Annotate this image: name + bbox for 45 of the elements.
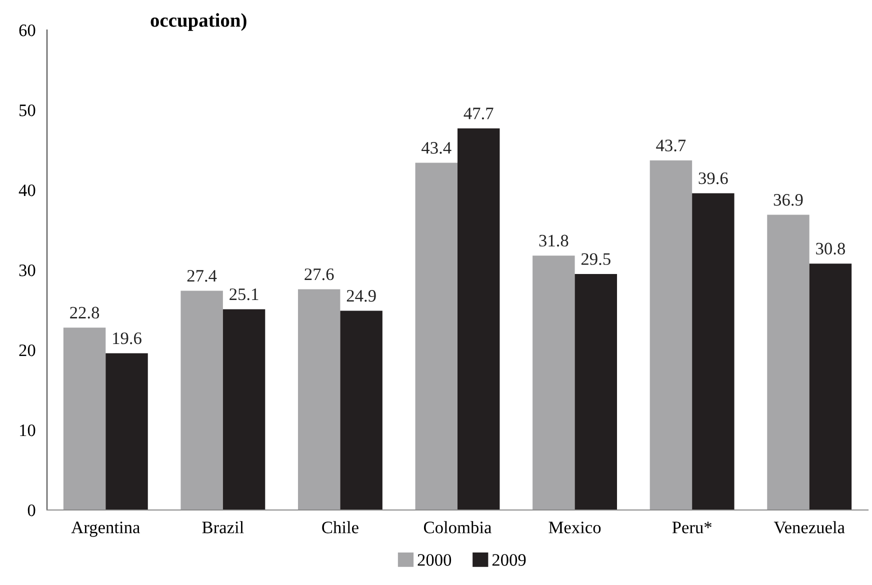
x-tick-label: Chile xyxy=(322,521,358,534)
y-tick-label: 10 xyxy=(20,424,36,436)
bar xyxy=(63,328,106,510)
data-label: 25.1 xyxy=(230,288,258,300)
bar xyxy=(458,128,500,510)
bar xyxy=(574,274,618,510)
x-tick-label: Peru* xyxy=(672,522,712,534)
bar xyxy=(809,264,852,510)
bar xyxy=(180,290,223,510)
legend-label: 2009 xyxy=(492,554,526,566)
data-label: 22.8 xyxy=(70,306,100,319)
x-tick-label: Venezuela xyxy=(774,521,845,534)
data-label: 39.6 xyxy=(698,172,728,184)
bar xyxy=(692,193,734,510)
y-tick-label: 30 xyxy=(19,264,36,276)
x-tick-label: Brazil xyxy=(202,521,244,534)
legend-label: 2000 xyxy=(418,554,452,566)
x-tick-label: Argentina xyxy=(71,522,140,537)
data-label: 30.8 xyxy=(816,242,845,255)
data-label: 31.8 xyxy=(539,234,568,247)
x-tick-label: Mexico xyxy=(548,522,601,534)
data-label: 19.6 xyxy=(113,332,142,344)
data-label: 29.5 xyxy=(581,253,610,265)
chart-title: occupation) xyxy=(150,13,246,31)
bar xyxy=(532,256,575,510)
y-tick-label: 60 xyxy=(19,24,36,36)
x-tick-label: Colombia xyxy=(424,521,492,534)
bar xyxy=(298,289,340,510)
data-label: 27.4 xyxy=(187,270,217,282)
y-tick-label: 40 xyxy=(18,184,36,196)
bar xyxy=(340,310,382,510)
bar xyxy=(106,353,148,510)
y-tick-label: 20 xyxy=(19,344,36,356)
y-tick-label: 50 xyxy=(20,104,36,116)
data-label: 43.7 xyxy=(656,140,686,152)
y-tick-label: 0 xyxy=(28,504,36,516)
data-label: 27.6 xyxy=(304,268,334,280)
data-label: 43.4 xyxy=(422,142,452,154)
data-label: 36.9 xyxy=(774,194,803,206)
data-label: 47.7 xyxy=(464,108,494,120)
data-label: 24.9 xyxy=(346,290,376,302)
bar xyxy=(415,162,458,510)
bar xyxy=(222,309,266,510)
bar xyxy=(767,214,810,510)
bar xyxy=(650,160,692,510)
